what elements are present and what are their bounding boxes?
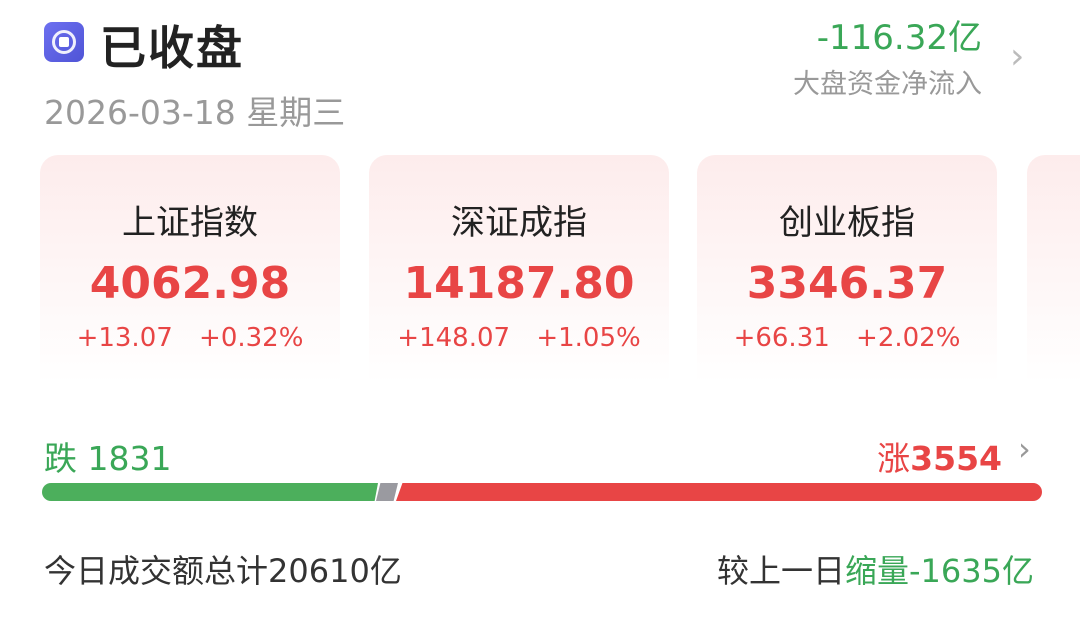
- turnover-label: 今日成交额总计: [44, 552, 269, 590]
- turnover-total: 今日成交额总计20610亿: [44, 546, 402, 592]
- trade-date: 2026-03-18 星期三: [44, 86, 345, 134]
- change-pct: +0.32%: [199, 323, 304, 353]
- change-abs: +13.07: [76, 323, 173, 353]
- index-change: +66.31 +2.02%: [697, 323, 997, 353]
- market-closed-icon: [44, 22, 84, 62]
- change-pct: +2.02%: [856, 323, 961, 353]
- chevron-right-icon[interactable]: ›: [1010, 36, 1025, 77]
- index-name: 深证成指: [451, 203, 587, 243]
- change-pct: +1.05%: [536, 323, 641, 353]
- index-name: 上证指数: [122, 203, 258, 243]
- turnover-value: 20610亿: [268, 552, 402, 590]
- down-label: 跌: [44, 439, 77, 478]
- breadth-bar-up: [396, 483, 1042, 501]
- change-abs: +148.07: [397, 323, 511, 353]
- advancers-count[interactable]: 涨3554: [877, 432, 1002, 480]
- weekday-text: 星期三: [246, 93, 346, 132]
- up-label: 涨: [877, 439, 911, 478]
- index-card-partial[interactable]: [1027, 155, 1080, 395]
- compare-label: 较上一日: [716, 552, 845, 590]
- index-change: +148.07 +1.05%: [369, 323, 669, 353]
- index-name: 创业板指: [779, 203, 915, 243]
- breadth-bar-flat: [376, 483, 398, 501]
- index-card-shenzhen[interactable]: 深证成指 14187.80 +148.07 +1.05%: [369, 155, 669, 395]
- down-value: 1831: [87, 439, 172, 478]
- chevron-right-icon[interactable]: ›: [1018, 430, 1031, 468]
- compare-kind: 缩量: [844, 552, 909, 590]
- net-flow-value[interactable]: -116.32亿: [816, 18, 982, 58]
- date-text: 2026-03-18: [44, 93, 236, 132]
- net-flow-label[interactable]: 大盘资金净流入: [793, 69, 982, 100]
- index-value: 14187.80: [403, 258, 635, 309]
- index-card-chinext[interactable]: 创业板指 3346.37 +66.31 +2.02%: [697, 155, 997, 395]
- decliners-count[interactable]: 跌 1831: [44, 432, 171, 480]
- index-change: +13.07 +0.32%: [40, 323, 340, 353]
- up-value: 3554: [910, 439, 1002, 478]
- index-card-shanghai[interactable]: 上证指数 4062.98 +13.07 +0.32%: [40, 155, 340, 395]
- market-status-title: 已收盘: [100, 21, 244, 75]
- change-abs: +66.31: [733, 323, 830, 353]
- breadth-bar-down: [42, 483, 378, 501]
- compare-value: -1635亿: [909, 552, 1034, 590]
- index-value: 3346.37: [746, 258, 948, 309]
- index-value: 4062.98: [89, 258, 291, 309]
- turnover-compare: 较上一日缩量-1635亿: [717, 546, 1034, 592]
